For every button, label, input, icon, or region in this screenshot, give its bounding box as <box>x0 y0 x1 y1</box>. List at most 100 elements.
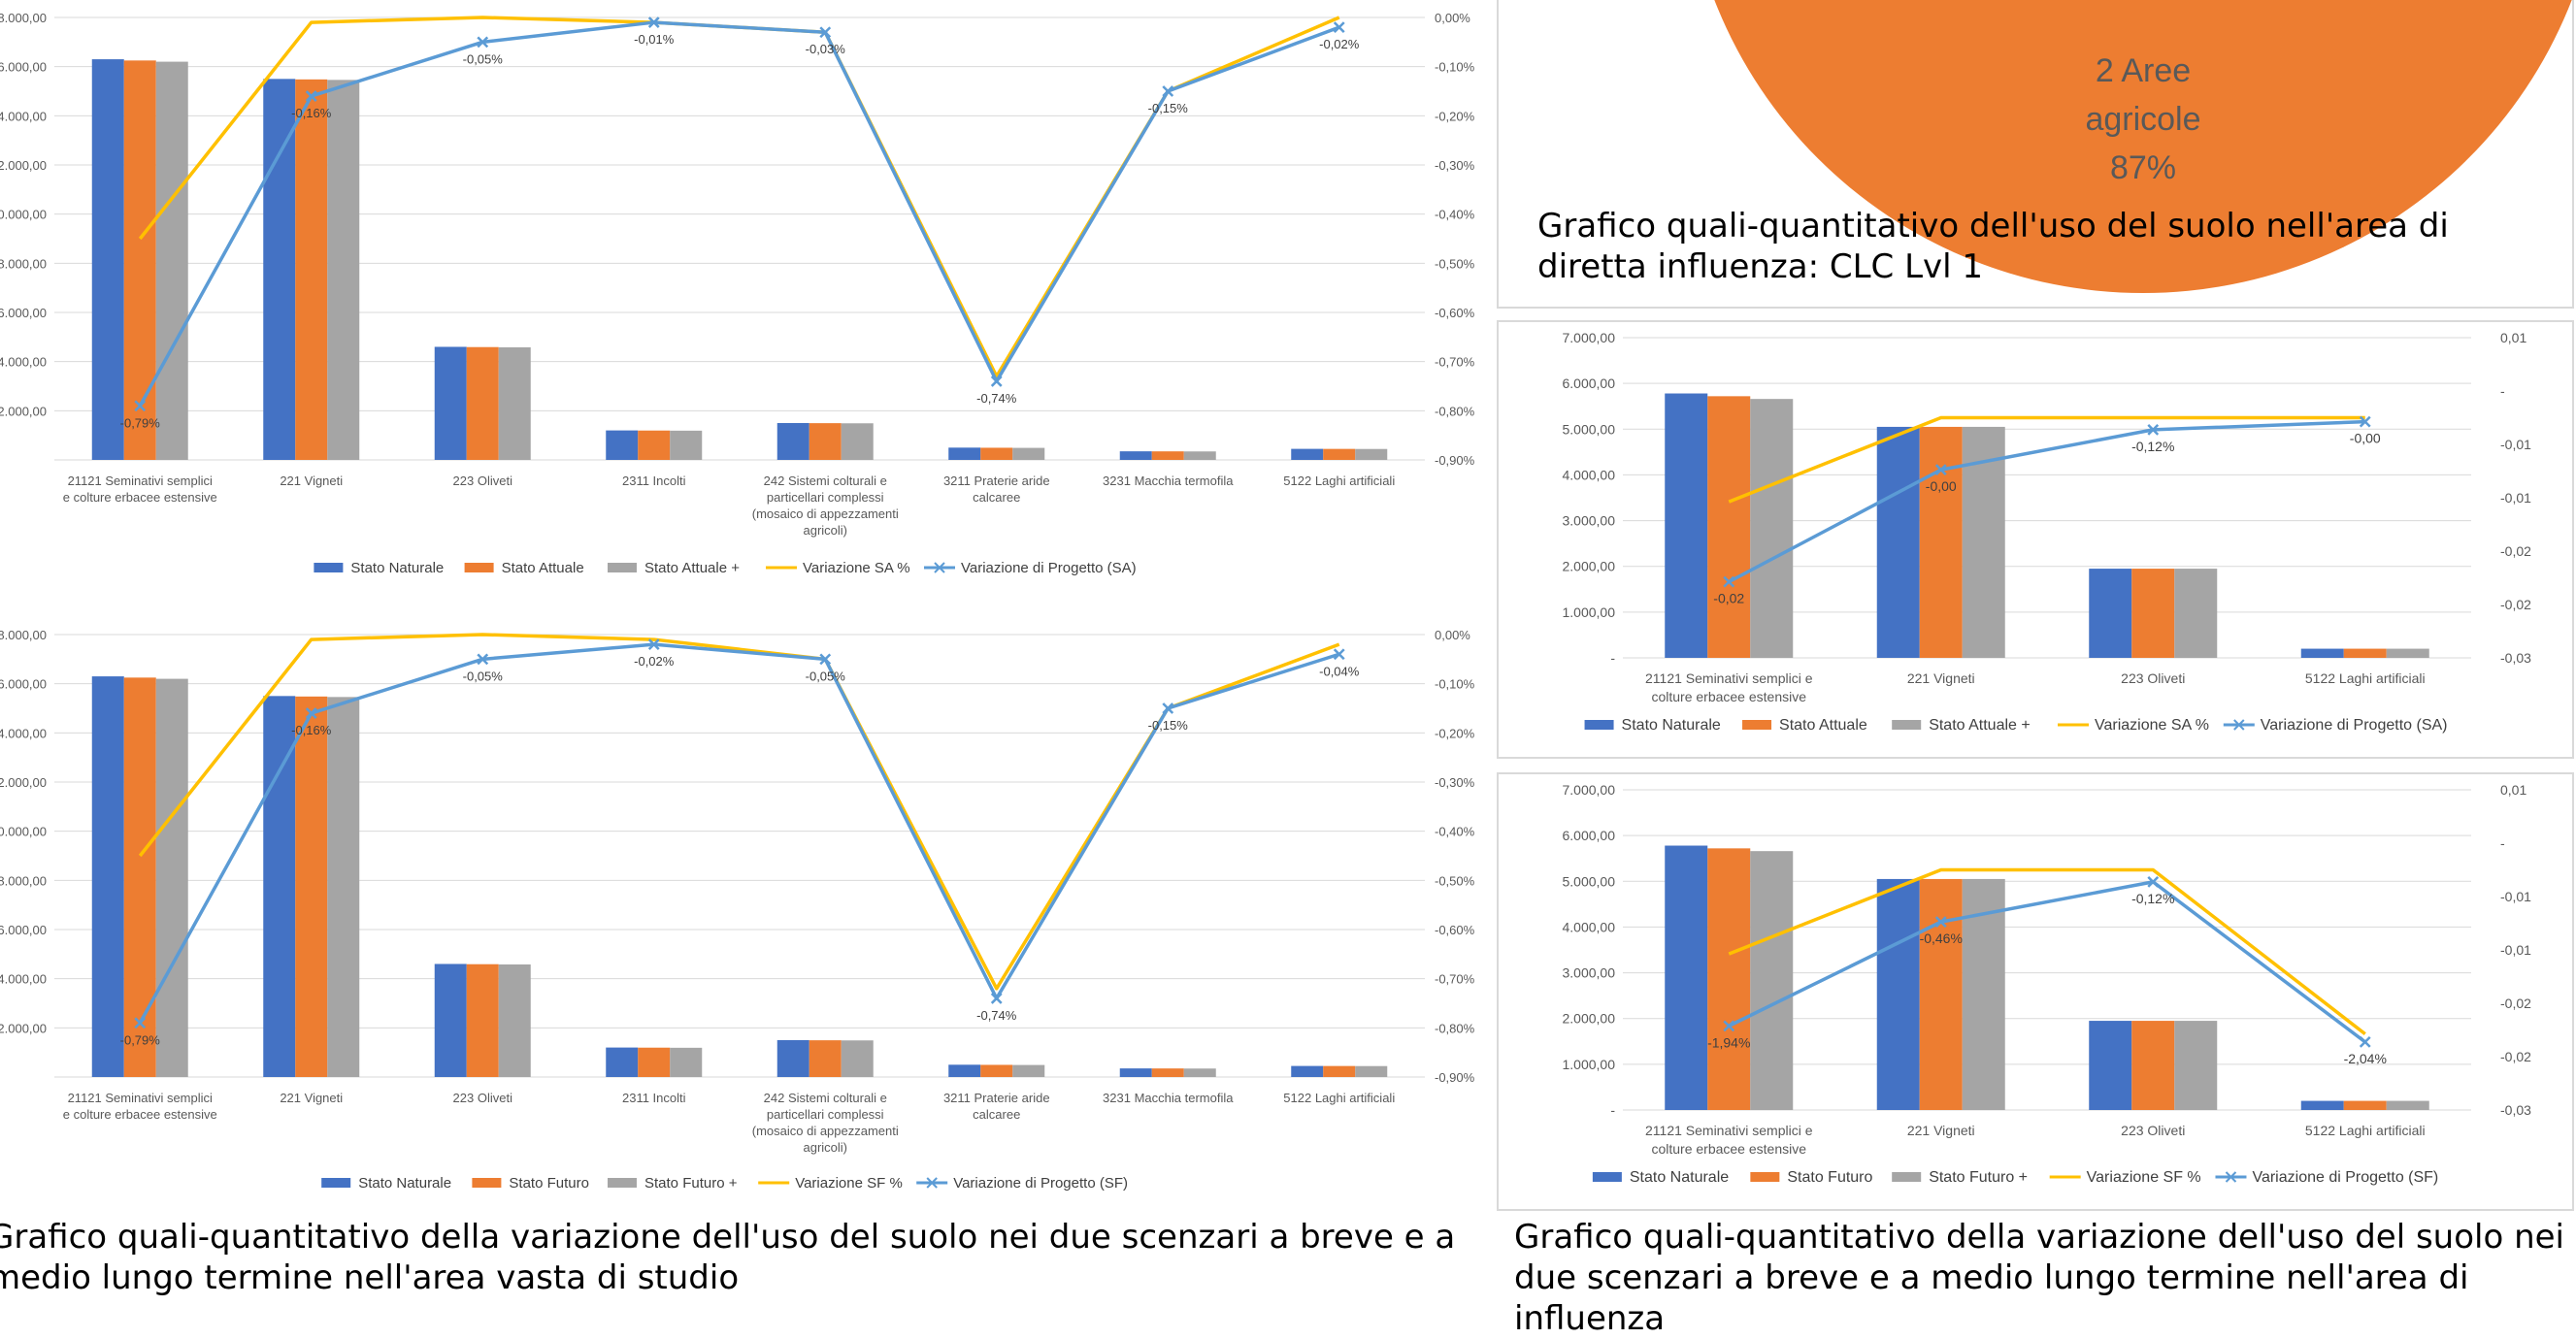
y-tick-label: 6.000,00 <box>1563 828 1616 843</box>
y-tick-label: 10.000,00 <box>0 208 47 222</box>
y-tick-label: 3.000,00 <box>1563 513 1616 529</box>
bar <box>2300 1100 2344 1110</box>
data-label: -0,05% <box>463 51 504 66</box>
bar <box>1323 448 1356 460</box>
y2-tick-label: -0,70% <box>1435 355 1475 370</box>
bar <box>123 677 156 1077</box>
y-tick-label: 7.000,00 <box>1563 782 1616 798</box>
y2-tick-label: -0,50% <box>1435 873 1475 888</box>
legend-swatch <box>1892 720 1922 730</box>
x-category-label: e colture erbacee estensive <box>63 1107 217 1122</box>
data-label: -0,05% <box>463 669 504 683</box>
y-tick-label: 12.000,00 <box>0 158 47 173</box>
pie-label-name1: 2 Aree <box>2096 52 2191 89</box>
legend-label: Stato Attuale <box>502 560 584 576</box>
y2-tick-label: -0,50% <box>1435 256 1475 271</box>
legend-label: Stato Naturale <box>1622 717 1721 734</box>
legend-swatch <box>608 1178 637 1188</box>
chart-panel-bottom-right: - 1.000,00 2.000,00 3.000,00 4.000,00 5.000,0… <box>1497 772 2574 1211</box>
data-label: -0,16% <box>291 106 332 120</box>
bar <box>2174 1021 2218 1110</box>
y-tick-label: 5.000,00 <box>1563 873 1616 889</box>
series-marker <box>819 653 832 666</box>
y-tick-label: 18.000,00 <box>0 11 47 25</box>
legend-swatch <box>608 563 637 572</box>
y2-tick-label: -0,20% <box>1435 109 1475 123</box>
bar <box>2343 1100 2387 1110</box>
chart-top-left: 2.000,00 4.000,00 6.000,00 8.000,00 10.000,0… <box>0 11 1475 576</box>
series-marker <box>990 993 1003 1004</box>
bar <box>295 79 328 460</box>
x-category-label: 5122 Laghi artificiali <box>1283 474 1395 488</box>
chart-panel-top-right: - 1.000,00 2.000,00 3.000,00 4.000,00 5.000,0… <box>1497 320 2574 759</box>
y2-tick-label: -0,60% <box>1435 306 1475 320</box>
bar <box>123 60 156 460</box>
y2-tick-label: -0,01 <box>2500 437 2531 452</box>
x-category-label: 223 Oliveti <box>453 474 513 488</box>
legend-label: Stato Attuale + <box>644 560 740 576</box>
x-category-label: 5122 Laghi artificiali <box>2305 670 2426 686</box>
legend-label: Stato Attuale + <box>1929 717 2031 734</box>
data-label: -0,00 <box>1926 478 1957 494</box>
chart-bottom-left: 2.000,00 4.000,00 6.000,00 8.000,00 10.000,0… <box>0 628 1475 1192</box>
bar <box>841 1040 874 1077</box>
y2-tick-label: -0,20% <box>1435 726 1475 740</box>
data-label: -0,00 <box>2350 431 2381 446</box>
data-label: -0,02% <box>634 654 675 669</box>
pie-label-percent: 87% <box>2110 149 2176 186</box>
pie-panel: 2 Aree agricole 87% Grafico quali-quanti… <box>1497 0 2574 309</box>
pie-label-name2: agricole <box>2085 101 2200 138</box>
y2-tick-label: -0,02 <box>2500 543 2531 559</box>
x-category-label: colture erbacee estensive <box>1651 689 1806 704</box>
y-tick-label: 4.000,00 <box>0 355 47 370</box>
x-category-label: 2311 Incolti <box>622 1091 686 1105</box>
bar <box>638 430 671 460</box>
bar <box>498 346 531 460</box>
x-category-label: calcaree <box>973 1107 1020 1122</box>
bar <box>638 1047 671 1077</box>
bar <box>263 79 296 460</box>
x-category-label: 221 Vigneti <box>280 474 343 488</box>
series-line <box>138 642 1340 1025</box>
x-category-label: particellari complessi <box>767 1107 884 1122</box>
y2-tick-label: - <box>2500 835 2505 851</box>
y-tick-label: 6.000,00 <box>0 306 47 320</box>
x-category-label: colture erbacee estensive <box>1651 1141 1806 1157</box>
y-tick-label: - <box>1610 1102 1615 1118</box>
y2-tick-label: -0,60% <box>1435 923 1475 937</box>
legend-label: Stato Futuro + <box>644 1175 738 1192</box>
legend-label: Variazione SF % <box>2087 1169 2201 1186</box>
bar <box>809 1040 842 1077</box>
x-category-label: 21121 Seminativi semplici <box>68 1091 213 1105</box>
y-tick-label: 4.000,00 <box>1563 467 1616 482</box>
legend-swatch <box>464 563 494 572</box>
series-marker <box>1333 648 1345 661</box>
series-marker <box>2359 1035 2371 1048</box>
bar <box>327 697 360 1077</box>
y-tick-label: 8.000,00 <box>0 256 47 271</box>
y2-tick-label: -0,10% <box>1435 60 1475 75</box>
y2-tick-label: 0,00% <box>1435 628 1470 642</box>
data-label: -0,79% <box>120 415 161 430</box>
series-marker <box>647 16 660 28</box>
data-label: -0,04% <box>1319 664 1360 678</box>
series-line <box>1728 415 2365 504</box>
series-marker <box>134 400 147 412</box>
legend-marker <box>926 1177 938 1189</box>
legend-swatch <box>1892 1172 1922 1182</box>
bar <box>91 59 124 461</box>
legend-swatch <box>472 1178 502 1188</box>
pie-slice-aree-agricole <box>1714 0 2572 293</box>
y-tick-label: 6.000,00 <box>1563 376 1616 391</box>
data-label: -0,16% <box>291 723 332 737</box>
data-label: -0,15% <box>1148 101 1189 115</box>
legend-marker <box>2225 1171 2237 1183</box>
pie-chart: 2 Aree agricole 87% <box>1499 0 2572 307</box>
bar <box>1119 1068 1152 1077</box>
bar <box>1665 845 1708 1110</box>
y2-tick-label: 0,01 <box>2500 782 2526 798</box>
legend-label: Variazione SA % <box>2095 717 2209 734</box>
bar <box>1151 451 1184 460</box>
x-category-label: 3211 Praterie aride <box>943 474 1050 488</box>
pie-caption: Grafico quali-quantitativo dell'uso del … <box>1537 207 2449 286</box>
